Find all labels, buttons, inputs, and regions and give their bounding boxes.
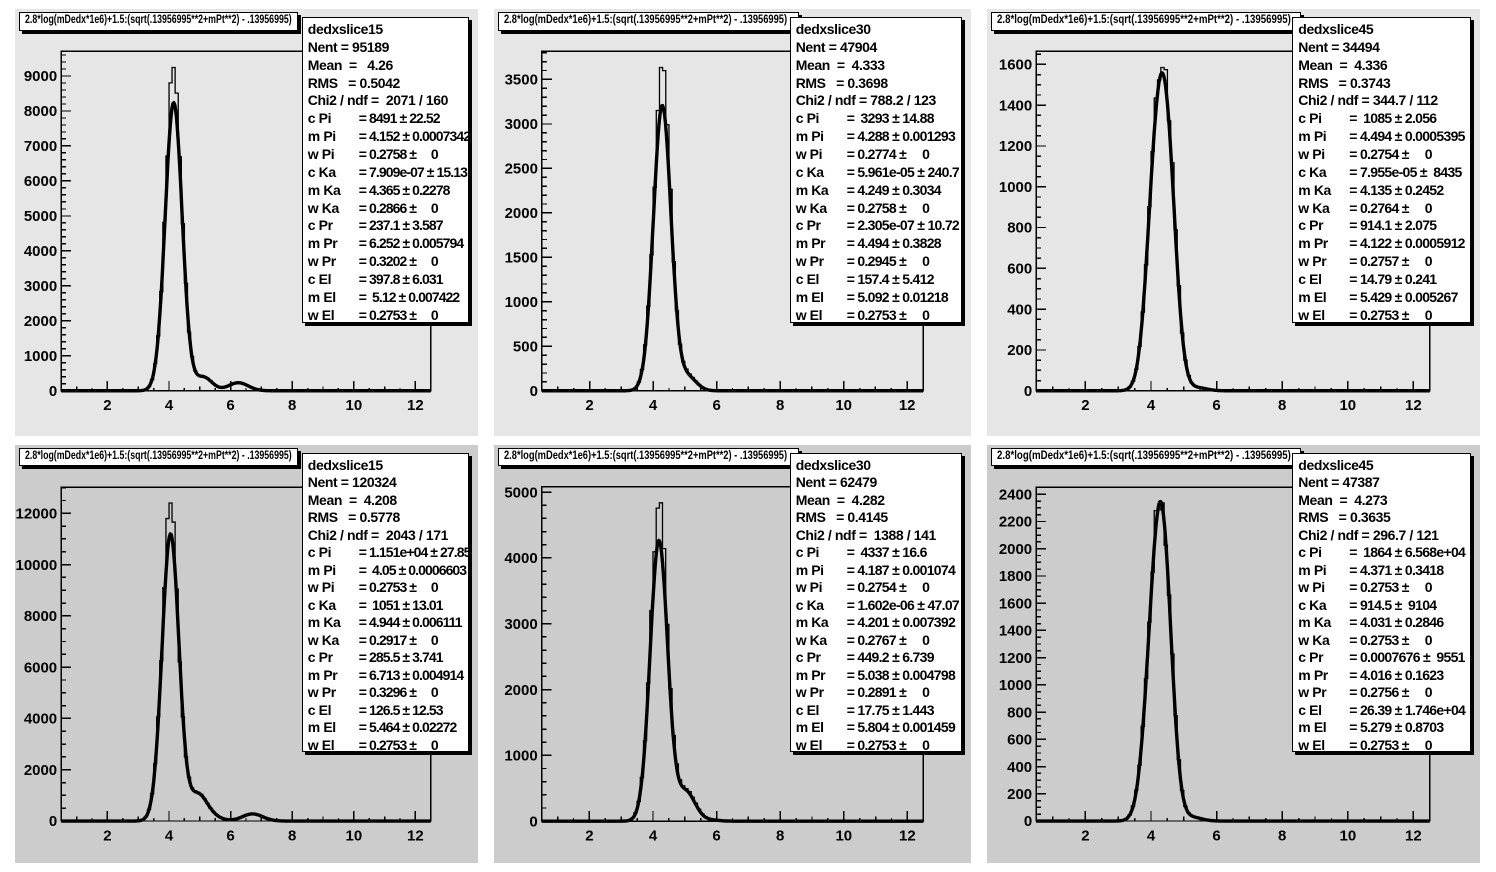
- svg-text:2: 2: [103, 827, 111, 844]
- svg-text:2: 2: [103, 397, 111, 414]
- svg-text:2400: 2400: [999, 486, 1032, 503]
- svg-text:6000: 6000: [24, 659, 57, 676]
- svg-text:3000: 3000: [505, 116, 538, 133]
- svg-text:0: 0: [49, 383, 57, 400]
- svg-text:500: 500: [513, 338, 538, 355]
- svg-text:12: 12: [1405, 397, 1422, 414]
- svg-text:4: 4: [649, 397, 658, 414]
- svg-text:8: 8: [288, 827, 296, 844]
- svg-text:0: 0: [1024, 813, 1032, 830]
- svg-text:8: 8: [776, 827, 784, 844]
- svg-text:2500: 2500: [505, 161, 538, 178]
- svg-text:1800: 1800: [999, 568, 1032, 585]
- svg-text:3000: 3000: [504, 616, 537, 633]
- svg-text:200: 200: [1007, 786, 1032, 803]
- svg-text:1400: 1400: [999, 97, 1032, 114]
- svg-text:4000: 4000: [24, 710, 57, 727]
- svg-text:6000: 6000: [24, 173, 57, 190]
- svg-text:1200: 1200: [999, 650, 1032, 667]
- svg-text:6: 6: [1212, 827, 1220, 844]
- svg-text:8000: 8000: [24, 608, 57, 625]
- svg-text:3000: 3000: [24, 278, 57, 295]
- svg-text:2000: 2000: [999, 541, 1032, 558]
- svg-text:12000: 12000: [16, 505, 58, 522]
- svg-text:1000: 1000: [999, 179, 1032, 196]
- svg-text:800: 800: [1007, 220, 1032, 237]
- svg-text:10: 10: [346, 827, 363, 844]
- svg-text:600: 600: [1007, 261, 1032, 278]
- svg-text:600: 600: [1007, 731, 1032, 748]
- svg-text:0: 0: [49, 813, 57, 830]
- svg-text:10: 10: [835, 827, 852, 844]
- svg-text:1200: 1200: [999, 138, 1032, 155]
- svg-text:8000: 8000: [24, 103, 57, 120]
- svg-text:400: 400: [1007, 301, 1032, 318]
- svg-text:0: 0: [1024, 383, 1032, 400]
- svg-text:2200: 2200: [999, 514, 1032, 531]
- svg-text:12: 12: [899, 397, 916, 414]
- svg-text:1000: 1000: [504, 747, 537, 764]
- svg-text:4000: 4000: [24, 243, 57, 260]
- svg-text:9000: 9000: [24, 68, 57, 85]
- svg-text:8: 8: [1278, 397, 1286, 414]
- svg-text:0: 0: [530, 383, 538, 400]
- svg-text:10: 10: [345, 397, 362, 414]
- svg-text:4000: 4000: [504, 550, 537, 567]
- svg-text:8: 8: [1278, 827, 1286, 844]
- svg-text:4: 4: [1147, 397, 1156, 414]
- svg-text:2: 2: [585, 827, 593, 844]
- svg-text:10: 10: [1340, 827, 1357, 844]
- svg-text:6: 6: [1212, 397, 1220, 414]
- svg-text:2000: 2000: [505, 205, 538, 222]
- svg-text:2: 2: [1081, 827, 1089, 844]
- svg-text:4: 4: [649, 827, 658, 844]
- svg-text:800: 800: [1007, 704, 1032, 721]
- svg-text:1000: 1000: [24, 348, 57, 365]
- svg-text:5000: 5000: [504, 484, 537, 501]
- svg-text:200: 200: [1007, 342, 1032, 359]
- svg-text:1600: 1600: [999, 57, 1032, 74]
- svg-text:10000: 10000: [16, 557, 58, 574]
- svg-text:6: 6: [712, 827, 720, 844]
- svg-text:1400: 1400: [999, 622, 1032, 639]
- svg-text:1500: 1500: [505, 250, 538, 267]
- svg-text:4: 4: [165, 827, 174, 844]
- svg-text:1000: 1000: [505, 294, 538, 311]
- svg-text:0: 0: [529, 813, 537, 830]
- svg-text:12: 12: [899, 827, 916, 844]
- svg-text:6: 6: [712, 397, 720, 414]
- svg-text:12: 12: [407, 827, 424, 844]
- svg-text:1600: 1600: [999, 595, 1032, 612]
- svg-text:6: 6: [226, 397, 234, 414]
- svg-text:2000: 2000: [504, 682, 537, 699]
- svg-text:2000: 2000: [24, 762, 57, 779]
- svg-text:2000: 2000: [24, 313, 57, 330]
- svg-text:2: 2: [585, 397, 593, 414]
- svg-text:3500: 3500: [505, 72, 538, 89]
- svg-text:12: 12: [1405, 827, 1422, 844]
- svg-text:5000: 5000: [24, 208, 57, 225]
- svg-text:8: 8: [776, 397, 784, 414]
- svg-text:7000: 7000: [24, 138, 57, 155]
- svg-text:6: 6: [226, 827, 234, 844]
- svg-text:1000: 1000: [999, 677, 1032, 694]
- svg-text:4: 4: [1147, 827, 1156, 844]
- svg-text:10: 10: [835, 397, 852, 414]
- svg-text:8: 8: [288, 397, 296, 414]
- svg-text:10: 10: [1339, 397, 1356, 414]
- svg-text:4: 4: [165, 397, 174, 414]
- svg-text:2: 2: [1081, 397, 1089, 414]
- svg-text:400: 400: [1007, 759, 1032, 776]
- svg-text:12: 12: [407, 397, 424, 414]
